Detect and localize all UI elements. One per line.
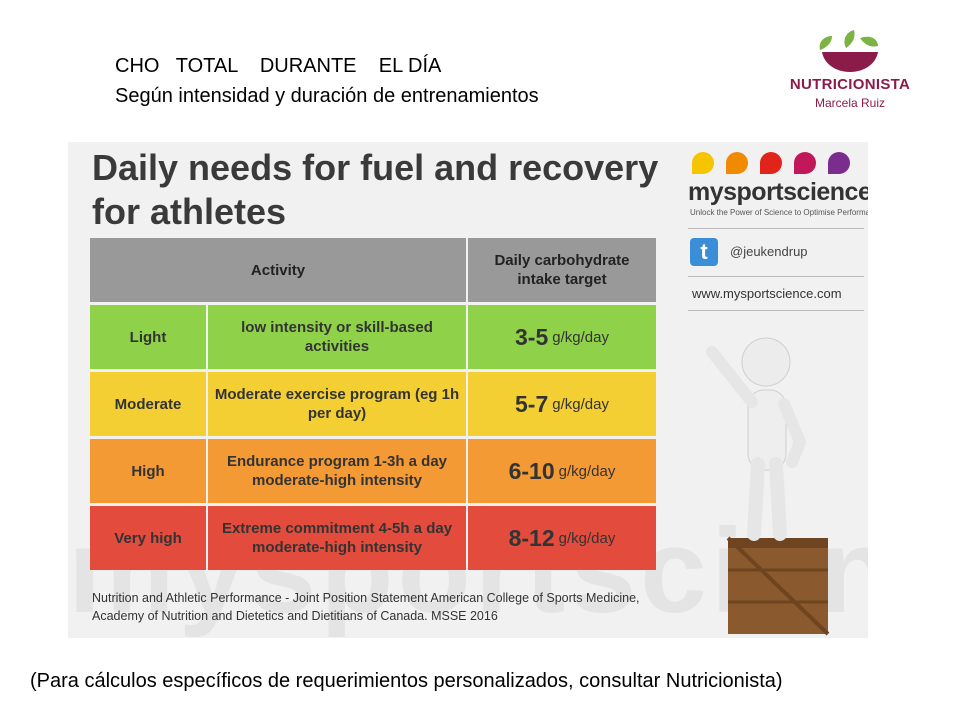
target-unit: g/kg/day bbox=[558, 529, 616, 547]
target-cell: 8-12 g/kg/day bbox=[468, 506, 656, 570]
table-row: Light low intensity or skill-based activ… bbox=[90, 305, 656, 369]
activity-cell: Endurance program 1-3h a day moderate-hi… bbox=[208, 439, 466, 503]
target-value: 8-12 bbox=[508, 524, 555, 551]
logo-subtitle: Marcela Ruiz bbox=[814, 96, 886, 110]
table-header-row: Activity Daily carbohydrate intake targe… bbox=[90, 238, 656, 302]
divider bbox=[688, 276, 864, 277]
target-unit: g/kg/day bbox=[552, 395, 609, 413]
brand-tagline: Unlock the Power of Science to Optimise … bbox=[690, 208, 868, 217]
table-row: High Endurance program 1-3h a day modera… bbox=[90, 439, 656, 503]
header-activity: Activity bbox=[90, 238, 466, 302]
logo-name: NUTRICIONISTA bbox=[789, 76, 911, 93]
table-row: Moderate Moderate exercise program (eg 1… bbox=[90, 372, 656, 436]
target-cell: 5-7 g/kg/day bbox=[468, 372, 656, 436]
infographic-title: Daily needs for fuel and recovery for at… bbox=[92, 147, 659, 232]
header-carb-target: Daily carbohydrate intake target bbox=[468, 238, 656, 302]
twitter-icon: t bbox=[690, 238, 718, 266]
target-cell: 3-5 g/kg/day bbox=[468, 305, 656, 369]
presenter-figure-icon bbox=[706, 337, 830, 636]
level-cell: Very high bbox=[90, 506, 206, 570]
citation: Nutrition and Athletic Performance - Joi… bbox=[92, 591, 640, 623]
brand-url: www.mysportscience.com bbox=[692, 286, 842, 301]
activity-cell: Moderate exercise program (eg 1h per day… bbox=[208, 372, 466, 436]
slide-title: CHO TOTAL DURANTE EL DÍA bbox=[115, 55, 442, 77]
level-cell: Light bbox=[90, 305, 206, 369]
twitter-handle: @jeukendrup bbox=[730, 244, 808, 259]
slide-subtitle: Según intensidad y duración de entrenami… bbox=[115, 85, 539, 107]
level-cell: High bbox=[90, 439, 206, 503]
activity-cell: low intensity or skill-based activities bbox=[208, 305, 466, 369]
activity-cell: Extreme commitment 4-5h a day moderate-h… bbox=[208, 506, 466, 570]
table-row: Very high Extreme commitment 4-5h a day … bbox=[90, 506, 656, 570]
divider bbox=[688, 310, 864, 311]
bowl-leaf-icon bbox=[819, 30, 878, 72]
level-cell: Moderate bbox=[90, 372, 206, 436]
nutricionista-logo: NUTRICIONISTA Marcela Ruiz bbox=[780, 28, 920, 118]
footer-note: (Para cálculos específicos de requerimie… bbox=[30, 670, 783, 692]
fuel-needs-infographic: mysportscience Daily needs for fuel and … bbox=[68, 142, 868, 638]
target-value: 5-7 bbox=[515, 390, 549, 417]
divider bbox=[688, 228, 864, 229]
target-unit: g/kg/day bbox=[558, 462, 616, 480]
brand-name: mysportscience bbox=[688, 178, 868, 206]
target-cell: 6-10 g/kg/day bbox=[468, 439, 656, 503]
target-value: 3-5 bbox=[515, 323, 549, 350]
target-unit: g/kg/day bbox=[552, 328, 609, 346]
target-value: 6-10 bbox=[508, 457, 555, 484]
brand-circles-icon bbox=[692, 152, 862, 176]
